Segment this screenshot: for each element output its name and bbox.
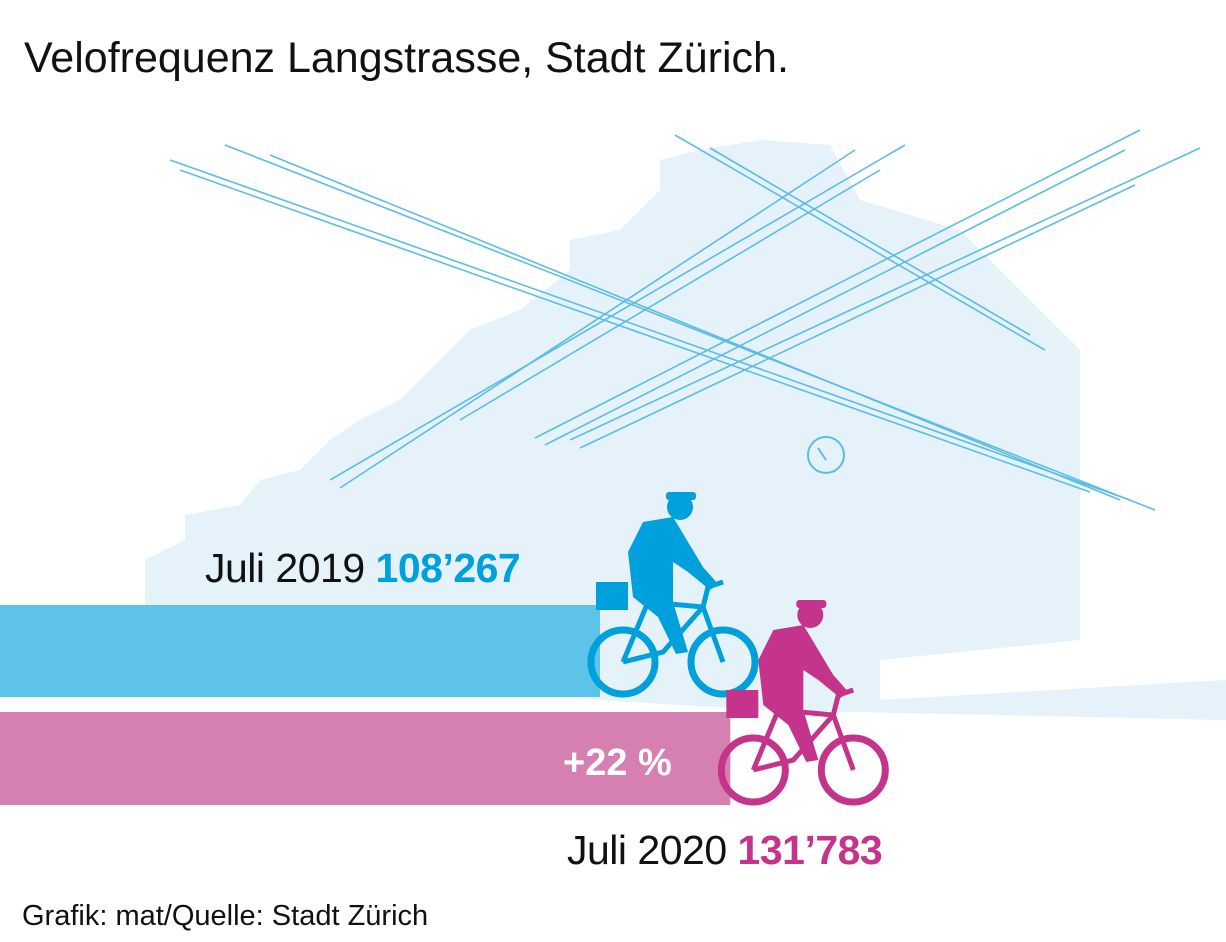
category-label-2020: Juli 2020 [567, 827, 727, 873]
label-2019: Juli 2019 108’267 [205, 545, 521, 592]
chart-title: Velofrequenz Langstrasse, Stadt Zürich. [24, 34, 789, 82]
bar-juli-2019 [0, 605, 600, 697]
label-2020: Juli 2020 131’783 [567, 827, 883, 874]
bar-juli-2020 [0, 712, 731, 805]
tram-wires [169, 129, 1201, 511]
cyclist-2020-icon [717, 600, 889, 806]
building-silhouette [145, 140, 1226, 720]
cyclist-2019-icon [587, 492, 759, 698]
change-annotation: +22 % [563, 742, 672, 784]
source-credit: Grafik: mat/Quelle: Stadt Zürich [22, 900, 429, 932]
category-label-2019: Juli 2019 [205, 545, 365, 591]
value-label-2019: 108’267 [375, 545, 521, 591]
clock-icon [807, 436, 845, 474]
value-label-2020: 131’783 [737, 827, 883, 873]
